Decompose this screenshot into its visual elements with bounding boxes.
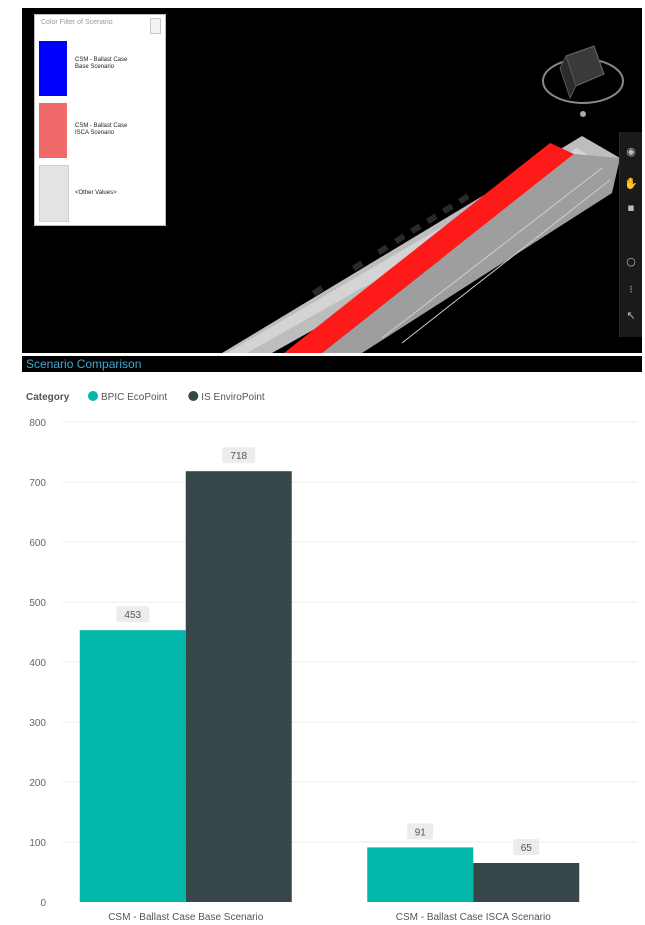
legend-label-other-values: <Other Values> <box>75 190 117 196</box>
y-tick-label: 700 <box>29 478 46 489</box>
3d-model-scene[interactable] <box>22 8 642 353</box>
legend-entry-0[interactable]: BPIC EcoPoint <box>101 392 167 403</box>
data-label: 453 <box>124 610 141 621</box>
footsteps-icon[interactable]: ⁝ <box>629 283 633 296</box>
legend-marker-0 <box>88 391 98 401</box>
orbit-icon[interactable]: ◉ <box>626 145 636 158</box>
viewer-toolbar: ◉ ✋ ▪ ○ ⁝ ↖ <box>619 132 642 337</box>
legend-entry-1[interactable]: IS EnviroPoint <box>201 392 265 403</box>
bar-1-0[interactable] <box>367 847 474 902</box>
model-details <box>381 167 611 344</box>
y-tick-label: 100 <box>29 838 46 849</box>
model-openings <box>312 193 470 297</box>
data-label-bg <box>513 839 540 855</box>
y-tick-label: 400 <box>29 658 46 669</box>
model-viewer[interactable]: Color Filter of Scenario CSM - Ballast C… <box>22 8 642 353</box>
y-tick-label: 0 <box>40 898 46 909</box>
pan-icon[interactable]: ✋ <box>624 177 638 190</box>
legend-swatch-isca-scenario[interactable] <box>39 103 67 158</box>
view-cube-side <box>559 54 577 100</box>
data-label-bg <box>222 447 256 464</box>
panel-header: Scenario Comparison <box>22 356 642 372</box>
legend-marker-1 <box>188 391 199 401</box>
x-category-label: CSM - Ballast Case ISCA Scenario <box>396 912 551 923</box>
scenario-comparison-panel: Scenario Comparison Category BPIC EcoPoin… <box>22 356 642 925</box>
legend-label-base-scenario: CSM - Ballast Case Base Scenario <box>75 57 128 70</box>
y-tick-label: 500 <box>29 598 46 609</box>
y-tick-label: 200 <box>29 778 46 789</box>
data-label-bg <box>407 823 434 840</box>
bar-0-0[interactable] <box>79 630 186 902</box>
fit-icon[interactable]: ▪ <box>627 201 635 214</box>
bar-0-1[interactable] <box>185 471 292 902</box>
data-label-bg <box>116 606 150 623</box>
panel-title: Scenario Comparison <box>26 357 142 371</box>
bar-1-1[interactable] <box>473 863 580 902</box>
highlighted-element-isca[interactable] <box>284 143 574 353</box>
legend-title: Color Filter of Scenario <box>41 19 113 26</box>
data-label: 65 <box>521 843 533 854</box>
y-tick-label: 600 <box>29 538 46 549</box>
y-tick-label: 300 <box>29 718 46 729</box>
x-category-label: CSM - Ballast Case Base Scenario <box>108 912 264 923</box>
model-side <box>322 154 620 353</box>
color-filter-legend: Color Filter of Scenario CSM - Ballast C… <box>34 14 166 226</box>
compass-marker-icon <box>580 111 586 117</box>
data-label: 718 <box>230 451 247 462</box>
bar-chart: Category BPIC EcoPoint IS EnviroPoint 0 100 2… <box>26 391 637 923</box>
legend-label-isca-scenario: CSM - Ballast Case ISCA Scenario <box>75 123 128 136</box>
legend-swatch-base-scenario[interactable] <box>39 41 67 96</box>
legend-title: Category <box>26 392 70 403</box>
legend-scroll-button[interactable] <box>150 18 161 34</box>
circle-icon[interactable]: ○ <box>626 255 636 268</box>
pointer-icon[interactable]: ↖ <box>626 309 636 322</box>
y-tick-label: 800 <box>29 418 46 429</box>
data-label: 91 <box>415 827 427 838</box>
navigation-cube[interactable] <box>538 36 628 126</box>
legend-swatch-other-values[interactable] <box>39 165 69 222</box>
